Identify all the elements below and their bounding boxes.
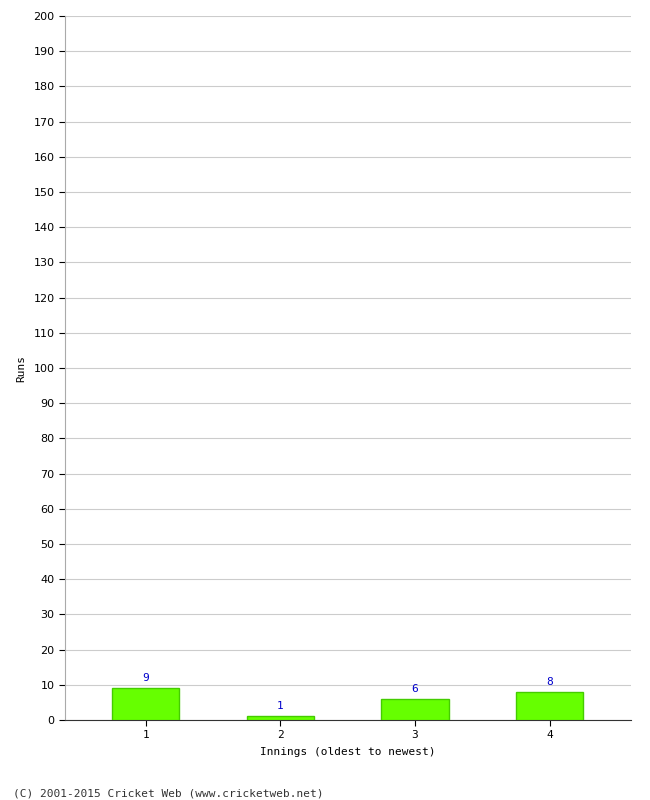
X-axis label: Innings (oldest to newest): Innings (oldest to newest) [260,747,436,758]
Bar [112,688,179,720]
Text: 6: 6 [411,683,419,694]
Text: 1: 1 [277,701,284,711]
Bar [382,699,448,720]
Bar [247,717,314,720]
Y-axis label: Runs: Runs [16,354,27,382]
Text: 9: 9 [142,673,149,683]
Bar [516,692,583,720]
Text: (C) 2001-2015 Cricket Web (www.cricketweb.net): (C) 2001-2015 Cricket Web (www.cricketwe… [13,788,324,798]
Text: 8: 8 [547,677,553,686]
